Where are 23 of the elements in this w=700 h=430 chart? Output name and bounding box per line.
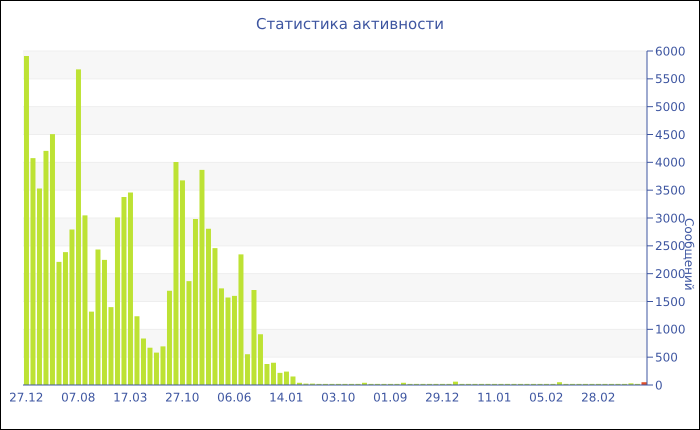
x-tick-label: 06.06 xyxy=(217,390,252,405)
y-tick-label: 1000 xyxy=(655,322,686,337)
x-tick-label: 03.10 xyxy=(321,390,356,405)
y-tick-label: 0 xyxy=(655,378,663,392)
x-tick-label: 28.02 xyxy=(581,390,616,405)
y-tick-label: 5500 xyxy=(655,72,686,86)
y-tick-label: 4500 xyxy=(655,128,686,142)
y-tick-label: 5000 xyxy=(655,100,686,114)
x-tick-label: 29.12 xyxy=(425,390,460,405)
x-tick-label: 01.09 xyxy=(373,390,408,405)
x-tick-label: 05.02 xyxy=(529,390,564,405)
y-tick-label: 3500 xyxy=(655,183,686,198)
y-tick-label: 4000 xyxy=(655,156,686,170)
x-tick-label: 17.03 xyxy=(113,390,148,405)
y-tick-label: 1500 xyxy=(655,294,686,309)
x-tick-label: 14.01 xyxy=(269,390,304,405)
x-tick-label: 07.08 xyxy=(61,390,96,405)
x-tick-label: 11.01 xyxy=(477,390,512,405)
x-tick-label: 27.10 xyxy=(165,390,200,405)
x-tick-label: 27.12 xyxy=(9,390,44,405)
y-tick-label: 500 xyxy=(655,350,678,364)
y-tick-label: 6000 xyxy=(655,44,686,58)
chart-title: Статистика активности xyxy=(255,15,445,33)
